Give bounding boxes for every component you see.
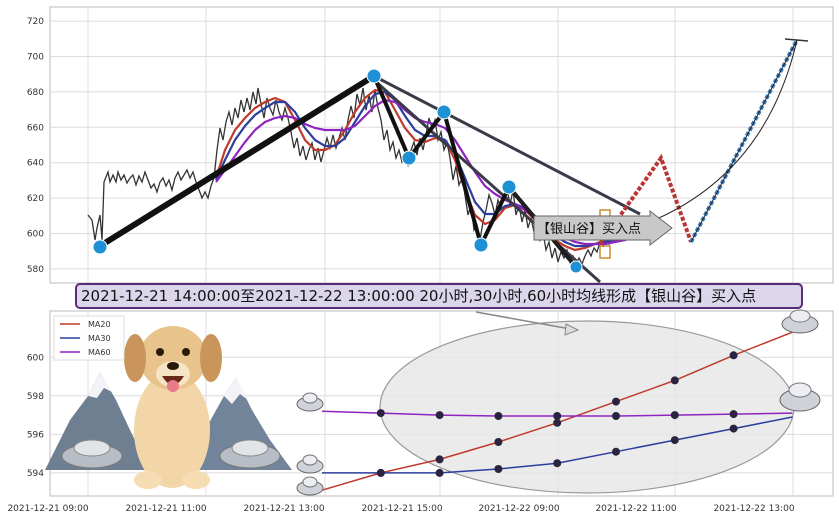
pointer-line (475, 311, 577, 331)
data-point (670, 376, 679, 385)
pivot-point (92, 239, 108, 255)
mountain-snow (224, 378, 248, 404)
upper-plot-frame (49, 6, 834, 284)
pivot-point (436, 104, 452, 120)
y-tick-label: 580 (27, 265, 44, 275)
pointer-arrowhead (564, 323, 580, 336)
projection-red (598, 153, 693, 246)
data-point (729, 424, 738, 433)
mountain-snow (88, 372, 112, 398)
x-tick-label: 2021-12-22 09:00 (478, 504, 559, 514)
target-cap (784, 38, 809, 42)
y-tick-label: 594 (27, 469, 44, 479)
y-tick-label: 700 (27, 53, 44, 63)
data-point (494, 465, 503, 473)
silver-ingot-icon (296, 392, 324, 412)
pivot-point (473, 237, 489, 253)
pivot-markers (92, 68, 583, 274)
y-tick-label: 598 (27, 392, 44, 402)
dog-illustration (124, 326, 222, 489)
silver-ingot-icon (781, 309, 819, 334)
silver-ingot-icon (296, 476, 324, 496)
x-tick-labels: 2021-12-21 09:00 2021-12-21 11:00 2021-12-… (7, 504, 794, 514)
rising-trend-line (98, 73, 376, 249)
pivot-point (501, 179, 517, 195)
y-tick-label: 680 (27, 88, 44, 98)
data-point (435, 411, 444, 420)
callout-arrow (533, 209, 673, 247)
legend-label: MA60 (88, 348, 111, 357)
candle-box (599, 245, 611, 259)
data-point (729, 410, 738, 419)
data-point (376, 468, 385, 477)
legend-label: MA20 (88, 320, 111, 329)
y-tick-label: 596 (27, 430, 44, 440)
data-point (553, 459, 562, 468)
lower-ma-panel: MA20 MA30 MA60 (45, 309, 821, 496)
x-tick-label: 2021-12-22 13:00 (713, 504, 794, 514)
x-tick-label: 2021-12-21 11:00 (125, 504, 206, 514)
x-tick-label: 2021-12-21 13:00 (243, 504, 324, 514)
channel-lower-line (373, 78, 601, 284)
signal-banner: 2021-12-21 14:00:00至2021-12-22 13:00:00 … (75, 283, 803, 309)
pivot-point (569, 260, 583, 274)
data-point (494, 438, 503, 446)
y-tick-label: 600 (27, 229, 44, 239)
pivot-point (401, 150, 417, 166)
silver-ingot-icon (779, 382, 821, 412)
pivot-point (366, 68, 382, 84)
lower-series-layer (321, 331, 793, 491)
data-point (553, 418, 562, 427)
silver-ingot-icon (73, 439, 111, 457)
data-point (729, 351, 738, 360)
data-point (670, 436, 679, 445)
data-point (612, 447, 620, 456)
y-tick-label: 660 (27, 123, 44, 133)
y-tick-label: 640 (27, 159, 44, 169)
x-tick-label: 2021-12-21 15:00 (361, 504, 442, 514)
channel-upper-line (373, 74, 641, 216)
data-point (494, 412, 503, 420)
y-tick-label: 620 (27, 194, 44, 204)
mountain-illustration (45, 372, 150, 470)
projection-blue-outline (690, 39, 798, 243)
data-point (612, 412, 620, 420)
callout-label: 【银山谷】买入点 (537, 222, 641, 237)
data-point (435, 468, 444, 477)
data-point (670, 411, 679, 420)
upper-price-panel: 【银山谷】买入点 (87, 38, 809, 284)
data-point (553, 412, 562, 420)
legend-label: MA30 (88, 334, 111, 343)
y-tick-labels: 580 600 620 640 660 680 700 720 594 596 598 600 (27, 17, 44, 479)
silver-ingot-icon (231, 439, 269, 457)
lower-plot-frame (49, 310, 834, 497)
highlight-ellipse (379, 320, 795, 494)
y-tick-label: 600 (27, 353, 44, 363)
data-point (376, 409, 385, 418)
legend: MA20 MA30 MA60 (53, 315, 125, 361)
silver-ingot-icon (296, 454, 324, 474)
x-tick-label: 2021-12-22 11:00 (595, 504, 676, 514)
x-tick-label: 2021-12-21 09:00 (7, 504, 88, 514)
data-point (612, 397, 620, 406)
y-tick-label: 720 (27, 17, 44, 27)
data-point (435, 455, 444, 464)
